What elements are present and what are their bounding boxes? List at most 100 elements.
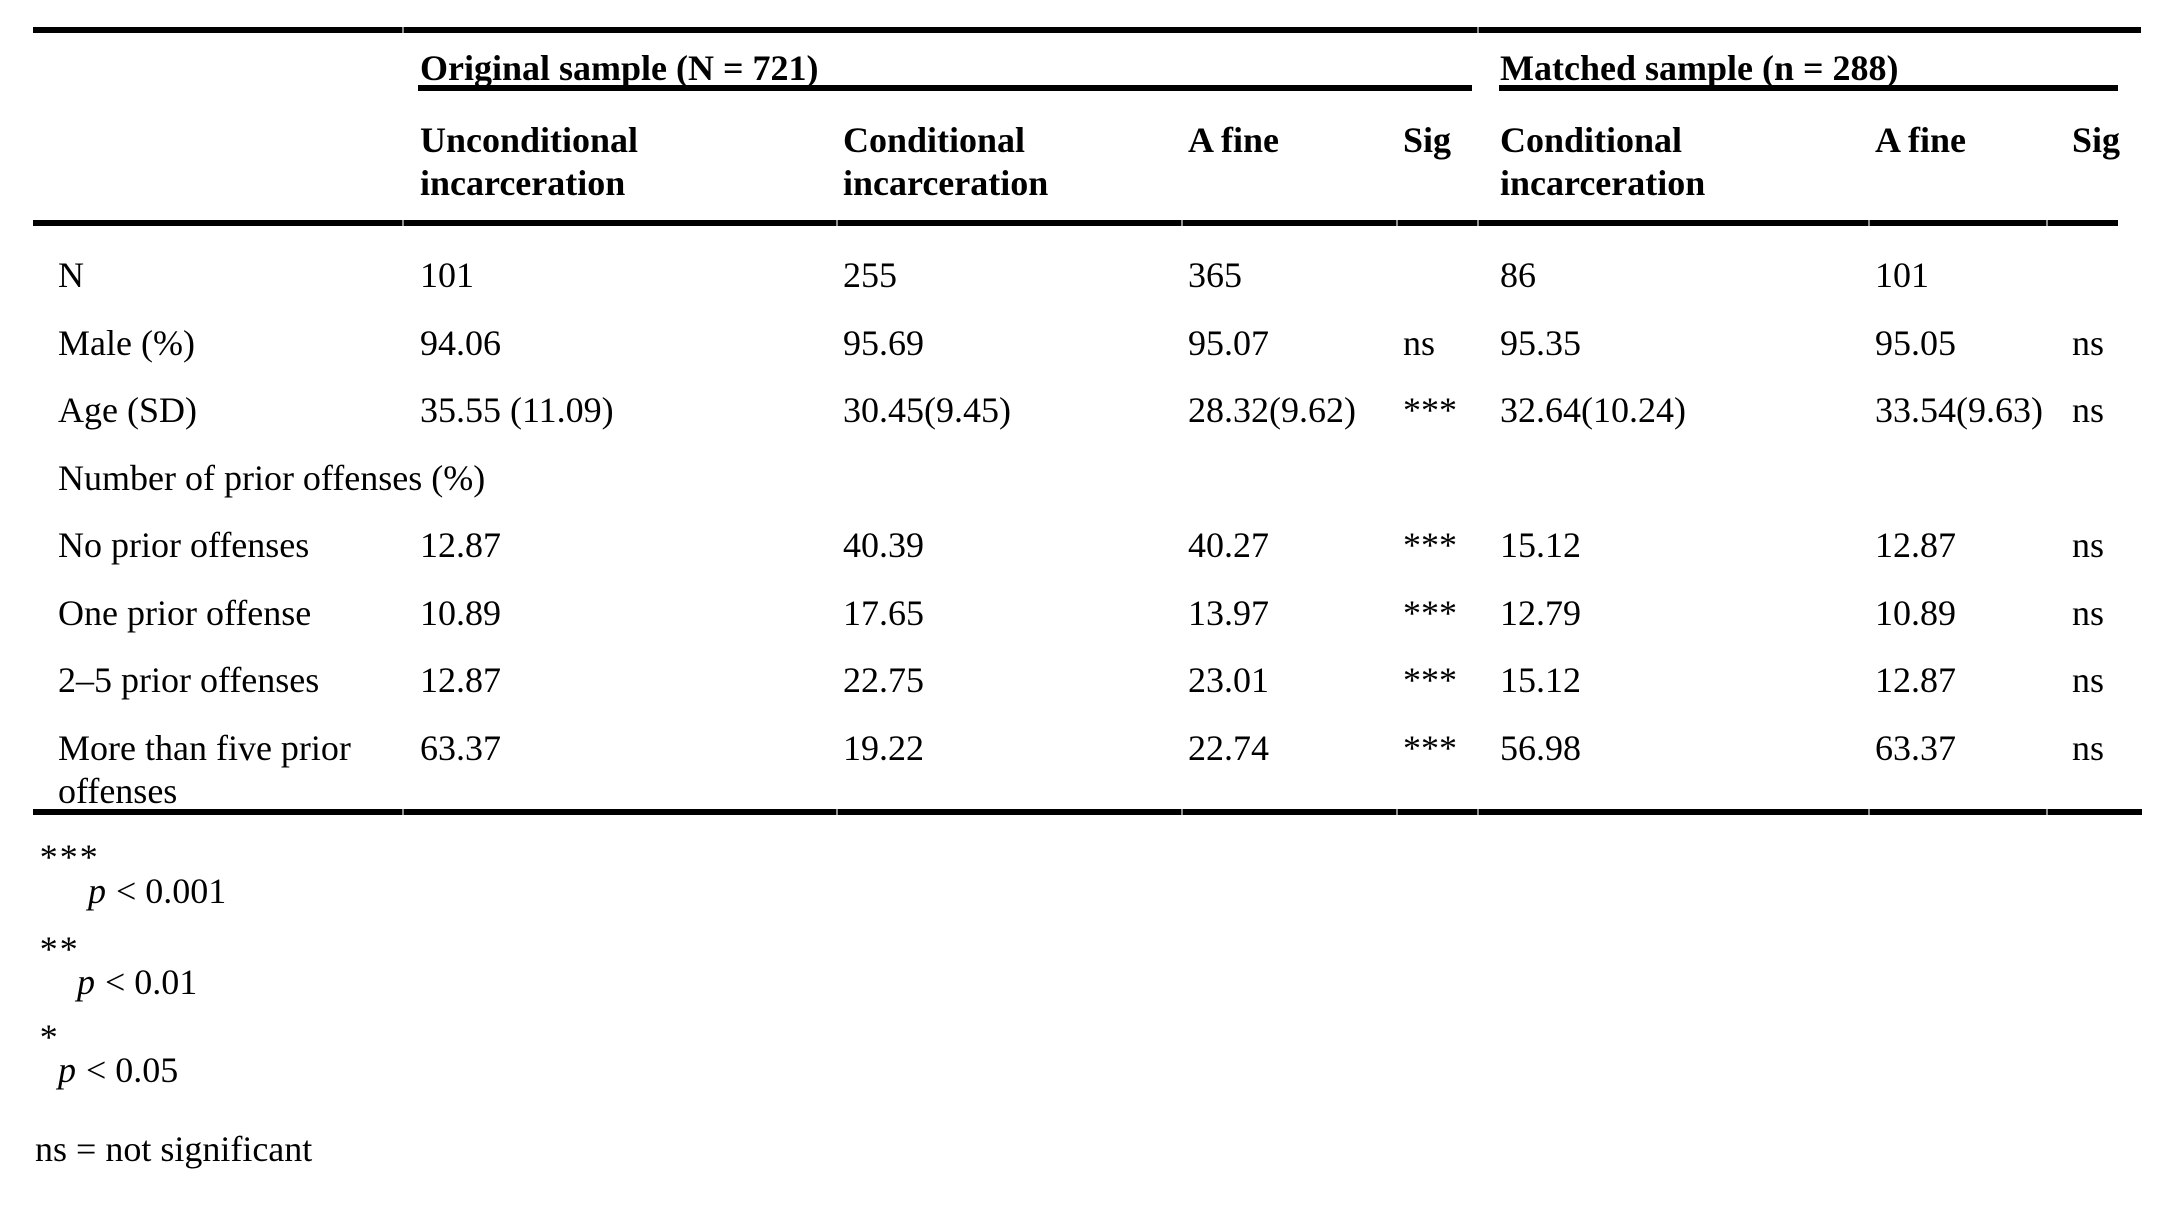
rule-seam [402, 220, 404, 226]
cell: 15.12 [1500, 660, 1581, 700]
cell: ns [2072, 728, 2105, 768]
row-label: 2–5 prior offenses [58, 660, 320, 700]
cell: *** [1403, 593, 1457, 633]
table-top-rule [33, 27, 2141, 33]
col-header-sig: Sig [1403, 120, 1452, 160]
col-header-a-fine-matched: A fine [1875, 120, 1967, 160]
cell: 13.97 [1188, 593, 1269, 633]
p-threshold: < 0.001 [116, 871, 227, 911]
rule-seam [402, 27, 404, 33]
cell: *** [1403, 525, 1457, 565]
cell: *** [1403, 728, 1457, 768]
table-row: Male (%) 94.06 95.69 95.07 ns 95.35 95.0… [33, 322, 2143, 365]
rule-seam [1868, 220, 1870, 226]
footnote-marker-3-stars: *** [38, 837, 98, 877]
cell: 12.87 [1875, 660, 1956, 700]
cell: 95.69 [843, 323, 924, 363]
p-threshold: < 0.01 [105, 962, 198, 1002]
cell: 12.87 [420, 660, 501, 700]
cell: 35.55 (11.09) [420, 390, 614, 430]
cell: 255 [843, 255, 897, 295]
rule-seam [1181, 809, 1183, 815]
cell: 56.98 [1500, 728, 1581, 768]
p-threshold: < 0.05 [86, 1050, 179, 1090]
cell [2072, 254, 2143, 297]
rule-seam [2046, 220, 2048, 226]
cell: 94.06 [420, 323, 501, 363]
rule-seam [1181, 220, 1183, 226]
table-row: Age (SD) 35.55 (11.09) 30.45(9.45) 28.32… [33, 389, 2143, 432]
cell: 32.64(10.24) [1500, 390, 1686, 430]
col-header-conditional-incarceration: Conditional incarceration [843, 120, 1049, 203]
table-bottom-rule [33, 809, 2142, 815]
cell: 365 [1188, 255, 1242, 295]
cell: 95.35 [1500, 323, 1581, 363]
row-label: Male (%) [58, 323, 195, 363]
cell: *** [1403, 390, 1457, 430]
cell: ns [2072, 525, 2105, 565]
table-row: N 101 255 365 86 101 [33, 254, 2143, 297]
cell [1403, 254, 1500, 297]
group-header-spacer [33, 47, 420, 90]
sample-statistics-table: Original sample (N = 721) Matched sample… [33, 0, 2143, 830]
cell: 86 [1500, 255, 1536, 295]
cell: ns [2072, 660, 2105, 700]
row-label: Age (SD) [58, 390, 197, 430]
ns-definition-note: ns = not significant [35, 1129, 313, 1169]
cell: 33.54(9.63) [1875, 390, 2043, 430]
cell: 10.89 [1875, 593, 1956, 633]
footnote-marker-2-stars: ** [38, 929, 78, 969]
cell: 22.74 [1188, 728, 1269, 768]
col-header-unconditional-incarceration: Unconditional incarceration [420, 120, 639, 203]
cell: 101 [1875, 255, 1929, 295]
cell: 10.89 [420, 593, 501, 633]
row-label: N [58, 255, 84, 295]
cell: *** [1403, 660, 1457, 700]
column-header-blank [33, 119, 420, 205]
group-header-matched: Matched sample (n = 288) [1500, 48, 1899, 88]
rule-seam [1477, 220, 1479, 226]
row-label: More than five prior offenses [58, 728, 351, 811]
cell: 12.87 [420, 525, 501, 565]
cell: 95.05 [1875, 323, 1956, 363]
group-header-row: Original sample (N = 721) Matched sample… [33, 47, 2143, 90]
cell: 23.01 [1188, 660, 1269, 700]
row-label: No prior offenses [58, 525, 310, 565]
rule-seam [402, 809, 404, 815]
rule-seam [1477, 809, 1479, 815]
row-label: One prior offense [58, 593, 312, 633]
cell: 28.32(9.62) [1188, 390, 1356, 430]
table-row: No prior offenses 12.87 40.39 40.27 *** … [33, 524, 2143, 567]
rule-seam [1868, 809, 1870, 815]
cell: 40.27 [1188, 525, 1269, 565]
p-symbol: p [58, 1050, 76, 1090]
cell: 30.45(9.45) [843, 390, 1011, 430]
rule-seam [836, 809, 838, 815]
cell: 17.65 [843, 593, 924, 633]
footnote-p-05: p < 0.05 [58, 1049, 178, 1092]
rule-seam [836, 220, 838, 226]
table-section-row: Number of prior offenses (%) [33, 457, 2143, 500]
rule-seam [1477, 27, 1479, 33]
cell: 12.79 [1500, 593, 1581, 633]
footnote-p-01: p < 0.01 [77, 961, 197, 1004]
cell: ns [2072, 390, 2105, 430]
cell: 40.39 [843, 525, 924, 565]
p-symbol: p [77, 962, 95, 1002]
table-row: 2–5 prior offenses 12.87 22.75 23.01 ***… [33, 659, 2143, 702]
cell: 63.37 [1875, 728, 1956, 768]
group-underline-original [418, 85, 1472, 91]
section-label: Number of prior offenses (%) [58, 458, 486, 498]
footnote-marker-1-star: * [38, 1017, 58, 1057]
cell: ns [1403, 323, 1436, 363]
col-header-sig-matched: Sig [2072, 120, 2121, 160]
col-header-a-fine: A fine [1188, 120, 1280, 160]
column-header-row: Unconditional incarceration Conditional … [33, 119, 2143, 205]
cell: 22.75 [843, 660, 924, 700]
table-row: One prior offense 10.89 17.65 13.97 *** … [33, 592, 2143, 635]
group-header-original: Original sample (N = 721) [420, 48, 819, 88]
cell: 63.37 [420, 728, 501, 768]
rule-seam [2046, 809, 2048, 815]
rule-seam [1396, 809, 1398, 815]
